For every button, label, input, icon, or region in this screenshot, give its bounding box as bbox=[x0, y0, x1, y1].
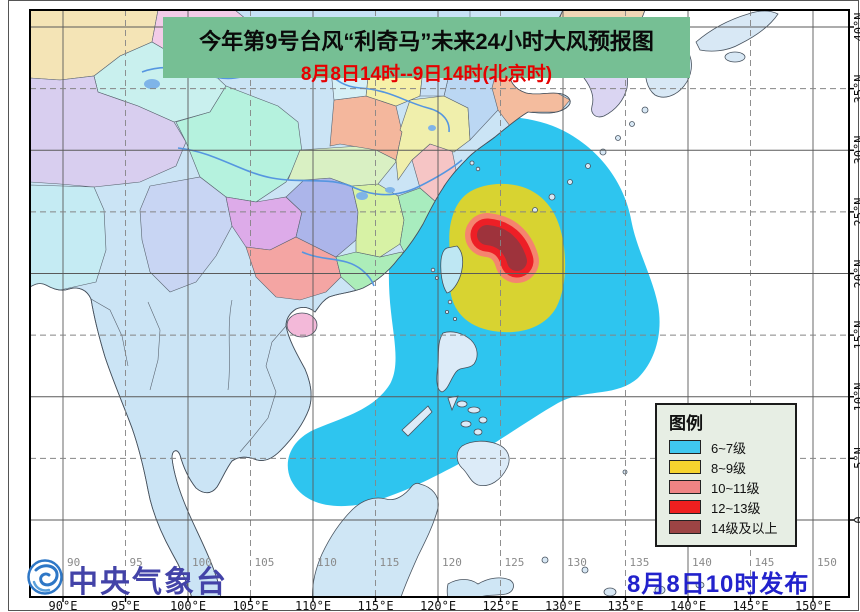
inner-lon-label: 130 bbox=[567, 556, 587, 569]
philippines bbox=[401, 331, 510, 487]
legend-title: 图例 bbox=[669, 414, 703, 433]
strait-islets bbox=[430, 160, 481, 321]
lat-axis-label: 25°N bbox=[852, 197, 860, 227]
inner-lon-label: 135 bbox=[629, 556, 650, 569]
legend-swatch bbox=[669, 480, 701, 494]
hainan-island bbox=[286, 312, 318, 338]
inner-lon-label: 95 bbox=[129, 556, 143, 569]
lon-axis-label: 95°E bbox=[111, 599, 140, 612]
lon-axis-label: 150°E bbox=[794, 599, 832, 612]
cma-logo-icon bbox=[27, 559, 63, 595]
inner-lon-label: 125 bbox=[504, 556, 525, 569]
lon-axis-label: 90°E bbox=[48, 599, 78, 612]
inner-lon-label: 120 bbox=[442, 556, 462, 569]
legend-label: 8~9级 bbox=[711, 460, 747, 476]
ryukyu-islands bbox=[532, 106, 649, 213]
map-subtitle-period: 8月8日14时--9日14时(北京时) bbox=[300, 64, 553, 85]
gale-area-14-up bbox=[477, 225, 527, 271]
honshu-fragment bbox=[695, 10, 779, 52]
shikoku-island bbox=[724, 51, 746, 63]
inner-lon-label: 115 bbox=[379, 556, 400, 569]
gale-wind-areas bbox=[287, 116, 660, 507]
legend-swatch bbox=[669, 460, 701, 474]
lon-axis-label: 115°E bbox=[357, 599, 394, 612]
legend-swatch bbox=[669, 500, 701, 514]
lon-axis-label: 145°E bbox=[732, 599, 769, 612]
inner-lon-label: 145 bbox=[754, 556, 775, 569]
mainland-coastline bbox=[30, 10, 571, 597]
lon-axis-label: 120°E bbox=[419, 599, 457, 612]
lat-axis-label: 35°N bbox=[852, 74, 860, 104]
legend-item: 8~9级 bbox=[669, 457, 795, 477]
legend-item: 10~11级 bbox=[669, 477, 795, 497]
legend-item: 14级及以上 bbox=[669, 517, 795, 537]
lat-axis-label: 5°N bbox=[852, 447, 860, 470]
legend: 图例 6~7级 8~9级 10~11级 12~13级 14级及以上 bbox=[655, 403, 797, 547]
inner-lon-label: 110 bbox=[317, 556, 337, 569]
legend-label: 6~7级 bbox=[711, 440, 747, 456]
lat-axis-label: 40°N bbox=[852, 12, 860, 42]
far-islands bbox=[541, 469, 705, 597]
legend-swatch bbox=[669, 520, 701, 534]
lon-axis-label: 140°E bbox=[669, 599, 707, 612]
lat-axis-label: 0 bbox=[852, 516, 860, 523]
inner-lon-label: 100 bbox=[192, 556, 212, 569]
legend-label: 10~11级 bbox=[711, 480, 760, 496]
lat-axis-label: 30°N bbox=[852, 135, 860, 165]
legend-item: 6~7级 bbox=[669, 437, 795, 457]
lakes bbox=[144, 79, 436, 200]
title-banner: 今年第9号台风“利奇马”未来24小时大风预报图 8月8日14时--9日14时(北… bbox=[163, 17, 690, 85]
lon-axis-label: 105°E bbox=[232, 599, 269, 612]
taiwan-island bbox=[440, 245, 464, 294]
inner-lon-label: 105 bbox=[254, 556, 275, 569]
lat-axis-label: 15°N bbox=[852, 320, 860, 350]
legend-swatch bbox=[669, 440, 701, 454]
inner-lon-label: 90 bbox=[67, 556, 81, 569]
legend-label: 14级及以上 bbox=[711, 520, 778, 536]
inner-lon-label: 140 bbox=[692, 556, 712, 569]
sulawesi-island bbox=[446, 577, 514, 597]
lat-axis-label: 10°N bbox=[852, 382, 860, 412]
legend-item: 12~13级 bbox=[669, 497, 795, 517]
issue-time-label: 8月8日10时发布 bbox=[627, 571, 810, 598]
axis-ticks bbox=[62, 26, 854, 602]
lon-axis-label: 130°E bbox=[544, 599, 582, 612]
lon-axis-label: 110°E bbox=[294, 599, 332, 612]
agency-name: 中央气象台 bbox=[68, 566, 228, 599]
lon-axis-label: 135°E bbox=[607, 599, 644, 612]
legend-label: 12~13级 bbox=[711, 500, 761, 516]
map-title: 今年第9号台风“利奇马”未来24小时大风预报图 bbox=[199, 29, 654, 54]
lat-axis-label: 20°N bbox=[852, 259, 860, 288]
lon-axis-label: 125°E bbox=[482, 599, 519, 612]
legend-items: 6~7级 8~9级 10~11级 12~13级 14级及以上 bbox=[669, 437, 795, 537]
map-frame bbox=[29, 9, 850, 598]
inner-lon-label: 150 bbox=[817, 556, 837, 569]
lon-axis-label: 100°E bbox=[169, 599, 207, 612]
